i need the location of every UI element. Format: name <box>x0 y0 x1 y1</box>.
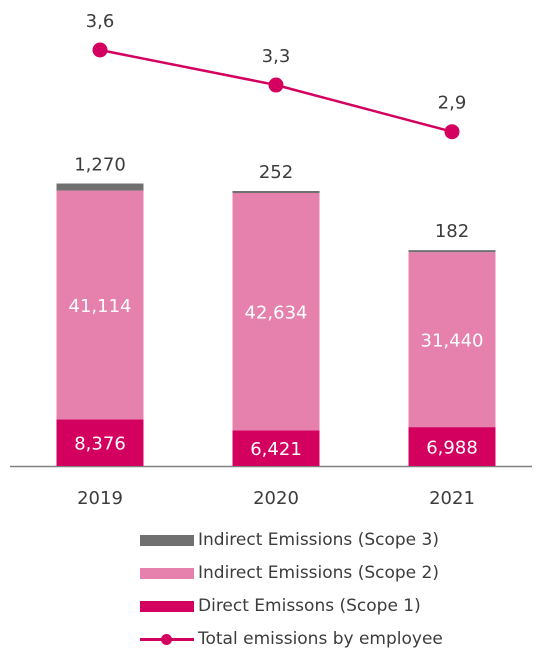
bar-scope1 <box>408 427 496 466</box>
data-label-scope3: 1,270 <box>74 155 126 176</box>
legend-item-line: Total emissions by employee <box>140 627 530 651</box>
line-data-label: 2,9 <box>438 93 467 114</box>
line-point <box>268 77 284 93</box>
legend-swatch-scope2 <box>140 567 194 579</box>
legend: Indirect Emissions (Scope 3) Indirect Em… <box>140 528 530 660</box>
bar-scope2 <box>56 190 144 420</box>
legend-item-scope2: Indirect Emissions (Scope 2) <box>140 561 530 585</box>
data-label-scope3: 252 <box>259 162 293 183</box>
data-label-scope2: 31,440 <box>421 331 484 352</box>
line-data-label: 3,3 <box>262 46 291 67</box>
legend-label-scope3: Indirect Emissions (Scope 3) <box>198 530 439 550</box>
x-tick-label: 2020 <box>253 488 299 509</box>
data-label-scope2: 42,634 <box>245 303 308 324</box>
bar-scope1 <box>232 430 320 466</box>
data-label-scope2: 41,114 <box>69 296 132 317</box>
bar-scope2 <box>408 252 496 428</box>
legend-label-line: Total emissions by employee <box>198 629 443 649</box>
legend-item-scope1: Direct Emissons (Scope 1) <box>140 594 530 618</box>
data-label-scope1: 6,988 <box>426 438 478 459</box>
legend-swatch-scope1 <box>140 600 194 612</box>
data-label-scope1: 8,376 <box>74 434 126 455</box>
bar-scope3 <box>408 250 496 253</box>
bar-scope2 <box>232 193 320 431</box>
bar-scope3 <box>56 183 144 191</box>
legend-swatch-scope3 <box>140 534 194 546</box>
bar-scope3 <box>232 191 320 194</box>
legend-swatch-line <box>140 633 194 645</box>
x-tick-label: 2019 <box>77 488 123 509</box>
legend-label-scope2: Indirect Emissions (Scope 2) <box>198 563 439 583</box>
emissions-chart: 8,376 41,114 1,270 2019 6,421 42,634 252 2020 6,… <box>10 11 532 509</box>
line-point <box>444 124 460 140</box>
legend-item-scope3: Indirect Emissions (Scope 3) <box>140 528 530 552</box>
data-label-scope1: 6,421 <box>250 439 302 460</box>
x-tick-label: 2021 <box>429 488 475 509</box>
line-data-label: 3,6 <box>86 11 115 32</box>
bar-scope1 <box>56 419 144 466</box>
data-label-scope3: 182 <box>435 221 469 242</box>
line-point <box>92 42 108 58</box>
legend-label-scope1: Direct Emissons (Scope 1) <box>198 596 421 616</box>
